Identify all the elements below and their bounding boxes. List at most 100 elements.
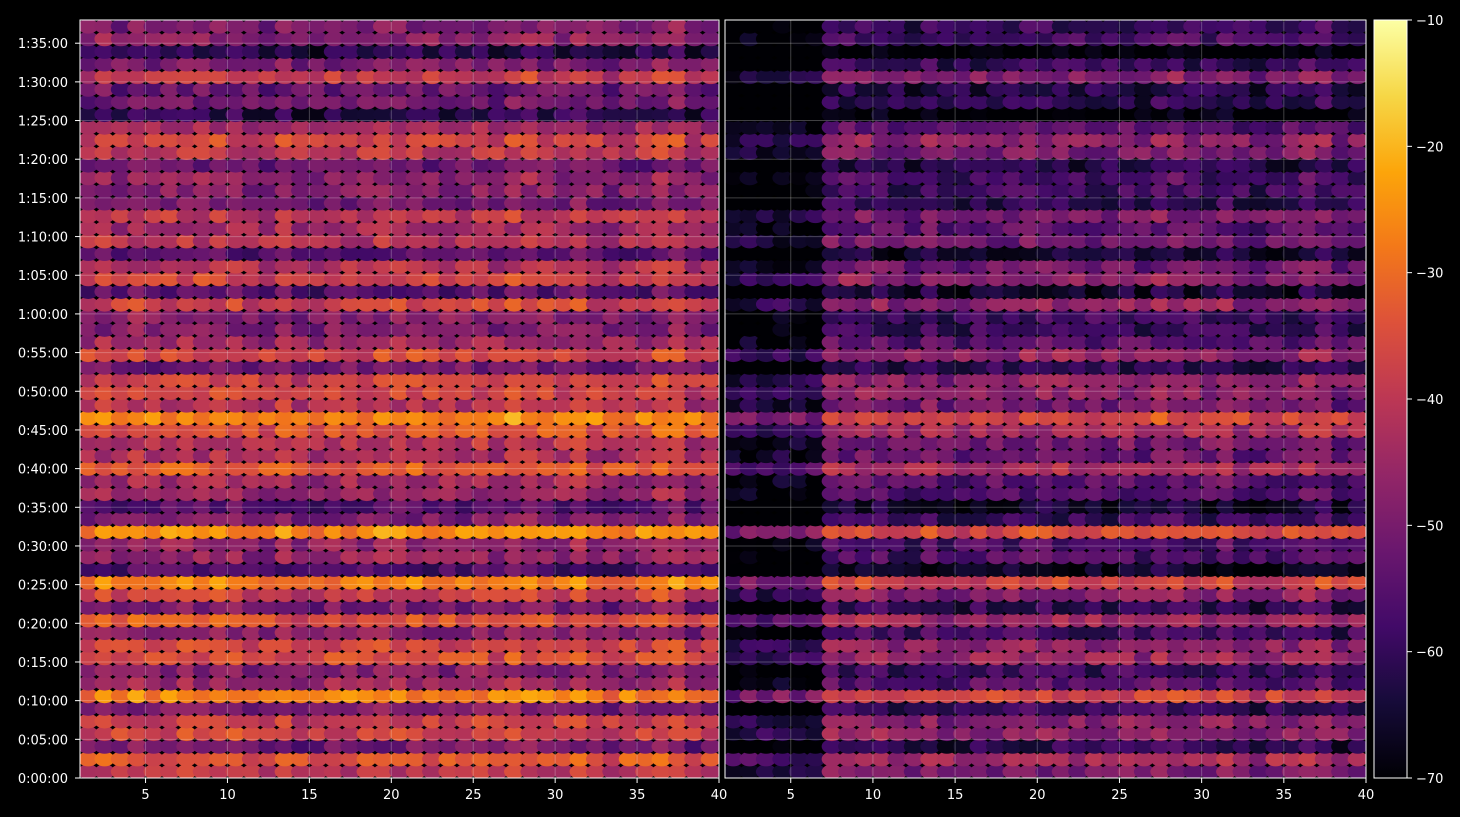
heatmap-cell	[772, 511, 793, 527]
heatmap-cell	[356, 499, 377, 514]
heatmap-cell	[1068, 713, 1089, 729]
heatmap-cell	[405, 461, 427, 476]
heatmap-cell	[94, 385, 115, 401]
heatmap-cell	[127, 195, 148, 211]
heatmap-cell	[471, 385, 492, 401]
heatmap-cell	[553, 334, 574, 350]
heatmap-cell	[1035, 650, 1056, 666]
heatmap-cell	[143, 701, 164, 716]
heatmap-cell	[953, 486, 974, 502]
heatmap-cell	[1265, 739, 1286, 754]
heatmap-cell	[887, 157, 908, 173]
heatmap-cell	[110, 183, 132, 198]
heatmap-cell	[225, 31, 246, 47]
heatmap-cell	[618, 397, 640, 413]
heatmap-cell	[1347, 120, 1366, 135]
heatmap-cell	[725, 650, 744, 666]
heatmap-cell	[838, 145, 859, 160]
heatmap-cell	[504, 574, 525, 590]
heatmap-cell	[94, 461, 115, 476]
heatmap-cell	[739, 638, 760, 653]
heatmap-cell	[1133, 612, 1155, 628]
heatmap-cell	[323, 587, 345, 603]
heatmap-cell	[821, 473, 843, 489]
heatmap-cell	[1248, 195, 1270, 211]
heatmap-cell	[487, 751, 508, 767]
heatmap-cell	[422, 587, 443, 603]
heatmap-cell	[805, 435, 826, 451]
heatmap-cell	[1035, 309, 1056, 325]
heatmap-cell	[1347, 170, 1366, 186]
heatmap-cell	[209, 385, 230, 401]
heatmap-cell	[258, 486, 279, 502]
heatmap-cell	[1051, 587, 1073, 603]
heatmap-cell	[372, 259, 394, 274]
x-tick-label: 20	[383, 788, 400, 803]
heatmap-cell	[684, 726, 705, 742]
heatmap-cell	[1133, 296, 1155, 312]
heatmap-cell	[127, 132, 148, 148]
heatmap-cell	[635, 562, 656, 577]
heatmap-cell	[651, 726, 672, 742]
heatmap-cell	[936, 44, 958, 59]
heatmap-cell	[1002, 638, 1023, 653]
heatmap-cell	[1035, 44, 1056, 59]
heatmap-cell	[700, 524, 719, 539]
heatmap-cell	[323, 688, 345, 704]
heatmap-cell	[602, 94, 623, 110]
heatmap-cell	[94, 764, 115, 778]
heatmap-cell	[274, 120, 295, 135]
heatmap-cell	[755, 360, 777, 375]
heatmap-cell	[1035, 524, 1056, 539]
heatmap-cell	[127, 587, 148, 603]
heatmap-cell	[1216, 638, 1237, 653]
heatmap-cell	[1068, 360, 1089, 375]
heatmap-cell	[755, 44, 777, 59]
heatmap-cell	[323, 764, 345, 778]
heatmap-cell	[1183, 385, 1204, 401]
heatmap-cell	[1314, 587, 1336, 603]
heatmap-cell	[936, 499, 958, 514]
heatmap-cell	[110, 625, 132, 641]
heatmap-cell	[821, 347, 843, 363]
heatmap-cell	[569, 739, 590, 754]
heatmap-cell	[1281, 663, 1303, 678]
heatmap-cell	[1002, 107, 1023, 123]
heatmap-cell	[821, 372, 843, 388]
heatmap-cell	[1051, 549, 1073, 565]
heatmap-cell	[1166, 751, 1188, 767]
heatmap-cell	[788, 69, 810, 85]
heatmap-cell	[80, 20, 99, 34]
heatmap-cell	[1150, 473, 1171, 489]
heatmap-cell	[1347, 347, 1366, 363]
heatmap-cell	[110, 195, 132, 211]
heatmap-cell	[788, 587, 810, 603]
heatmap-cell	[176, 688, 197, 704]
heatmap-cell	[258, 587, 279, 603]
heatmap-cell	[127, 511, 148, 527]
heatmap-cell	[1133, 574, 1155, 590]
heatmap-cell	[903, 82, 925, 97]
heatmap-cell	[405, 536, 427, 552]
heatmap-cell	[870, 107, 892, 123]
heatmap-cell	[225, 726, 246, 742]
heatmap-cell	[504, 536, 525, 552]
heatmap-cell	[618, 612, 640, 628]
heatmap-cell	[651, 524, 672, 539]
heatmap-cell	[454, 600, 476, 615]
heatmap-cell	[870, 208, 892, 224]
heatmap-cell	[159, 499, 181, 514]
heatmap-cell	[838, 486, 859, 502]
heatmap-cell	[405, 562, 427, 577]
heatmap-cell	[1183, 259, 1204, 274]
heatmap-cell	[684, 246, 705, 262]
heatmap-cell	[471, 435, 492, 451]
heatmap-cell	[1051, 271, 1073, 287]
heatmap-cell	[1331, 82, 1352, 97]
heatmap-cell	[1002, 347, 1023, 363]
heatmap-cell	[1018, 536, 1040, 552]
heatmap-cell	[920, 31, 941, 47]
heatmap-cell	[274, 31, 295, 47]
heatmap-cell	[651, 360, 672, 375]
heatmap-cell	[356, 246, 377, 262]
